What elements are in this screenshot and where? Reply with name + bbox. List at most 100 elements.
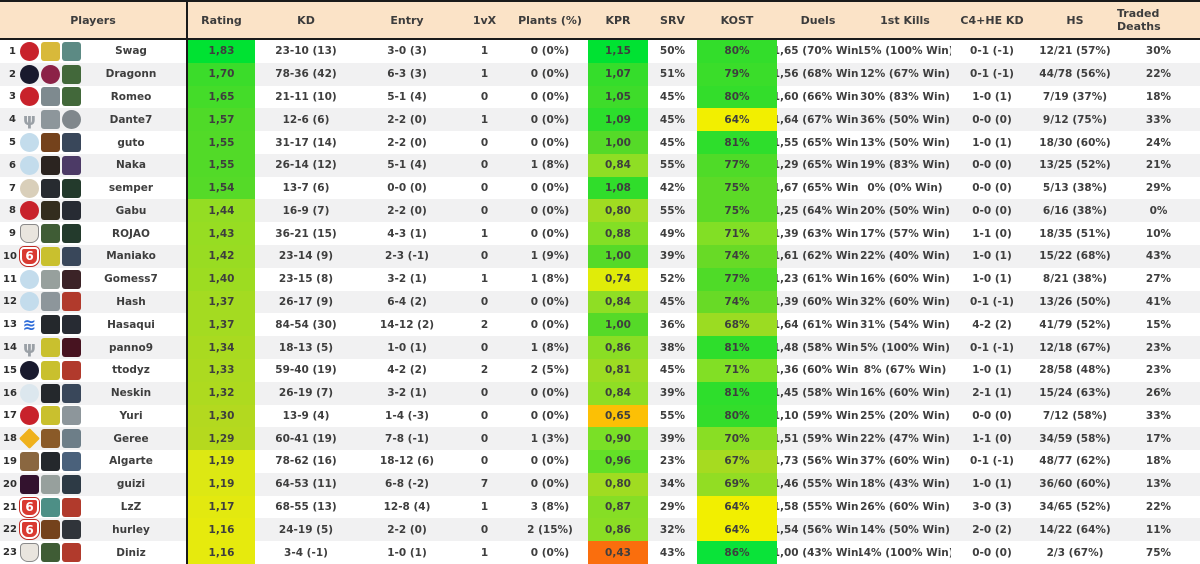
plants-cell: 1 (9%) <box>530 250 570 263</box>
duels-cell: 1,39 (63% Win) <box>777 227 859 240</box>
table-row: 7 semper 1,54 13-7 (6) 0-0 (0) 0 0 (0%) … <box>0 176 1200 200</box>
1vx-cell: 1 <box>480 113 489 126</box>
player-name: Maniako <box>106 250 156 263</box>
operator-icon <box>62 429 81 449</box>
c4he-kd-cell: 0-1 (-1) <box>970 45 1014 58</box>
kpr-cell: 0,86 <box>588 518 648 542</box>
column-header-plants[interactable]: Plants (%) <box>518 13 582 27</box>
entry-cell: 3-2 (1) <box>387 273 427 286</box>
table-row: 20 guizi 1,19 64-53 (11) 6-8 (-2) 7 0 (0… <box>0 472 1200 496</box>
column-header-traded-deaths[interactable]: Traded Deaths <box>1117 7 1161 33</box>
kost-cell: 67% <box>697 450 777 473</box>
rating-cell: 1,43 <box>188 222 255 246</box>
srv-cell: 55% <box>659 409 686 422</box>
srv-cell: 39% <box>659 432 686 445</box>
team-logo-icon <box>20 178 39 198</box>
rating-cell: 1,33 <box>188 358 255 382</box>
c4he-kd-cell: 4-2 (2) <box>972 318 1012 331</box>
column-header-kost[interactable]: KOST <box>720 13 754 27</box>
duels-cell: 1,00 (43% Win) <box>777 546 859 559</box>
traded-deaths-cell: 41% <box>1145 295 1172 308</box>
table-row: 8 Gabu 1,44 16-9 (7) 2-2 (0) 0 0 (0%) 0,… <box>0 199 1200 223</box>
column-header-players[interactable]: Players <box>0 2 188 38</box>
traded-deaths-cell: 30% <box>1145 45 1172 58</box>
entry-cell: 2-2 (0) <box>387 204 427 217</box>
operator-icon <box>41 383 60 403</box>
column-header-duels[interactable]: Duels <box>800 13 836 27</box>
player-icons: 6 <box>20 497 84 517</box>
column-header-entry[interactable]: Entry <box>390 13 424 27</box>
1vx-cell: 7 <box>480 478 489 491</box>
team-logo-icon <box>20 155 39 175</box>
operator-icon <box>62 87 81 107</box>
player-icons: 6 <box>20 520 84 540</box>
entry-cell: 1-4 (-3) <box>385 409 429 422</box>
player-icons <box>20 360 84 380</box>
kpr-cell: 0,74 <box>588 267 648 291</box>
srv-cell: 39% <box>659 250 686 263</box>
kost-cell: 64% <box>697 495 777 519</box>
kd-cell: 18-13 (5) <box>278 341 334 354</box>
team-logo-icon <box>20 41 39 61</box>
operator-icon <box>41 520 60 540</box>
1vx-cell: 1 <box>480 273 489 286</box>
table-row: 10 6 Maniako 1,42 23-14 (9) 2-3 (-1) 0 1… <box>0 245 1200 268</box>
hs-cell: 13/25 (52%) <box>1039 159 1111 172</box>
kd-cell: 68-55 (13) <box>275 501 337 514</box>
kpr-cell: 1,15 <box>588 40 648 63</box>
kost-cell: 81% <box>697 336 777 359</box>
c4he-kd-cell: 0-0 (0) <box>972 546 1012 559</box>
operator-icon <box>62 178 81 198</box>
table-row: 12 Hash 1,37 26-17 (9) 6-4 (2) 0 0 (0%) … <box>0 290 1200 314</box>
duels-cell: 1,46 (55% Win) <box>777 478 859 491</box>
column-header-hs[interactable]: HS <box>1066 13 1084 27</box>
kost-cell: 74% <box>697 290 777 314</box>
plants-cell: 0 (0%) <box>530 113 570 126</box>
hs-cell: 34/65 (52%) <box>1039 501 1111 514</box>
c4he-kd-cell: 0-0 (0) <box>972 409 1012 422</box>
players-cell: 3 Romeo <box>0 85 188 109</box>
traded-deaths-cell: 23% <box>1145 341 1172 354</box>
kpr-cell: 0,84 <box>588 290 648 314</box>
column-header-rating[interactable]: Rating <box>201 13 242 27</box>
column-header-kd[interactable]: KD <box>297 13 315 27</box>
entry-cell: 3-2 (1) <box>387 387 427 400</box>
team-logo-icon <box>20 406 39 426</box>
player-name: LzZ <box>120 501 142 514</box>
first-kills-cell: 16% (60% Win) <box>860 273 950 286</box>
traded-deaths-cell: 75% <box>1145 546 1172 559</box>
rating-cell: 1,54 <box>188 176 255 200</box>
1vx-cell: 0 <box>480 204 489 217</box>
column-header-c4he-kd[interactable]: C4+HE KD <box>960 13 1024 27</box>
team-logo-icon <box>20 451 39 471</box>
kpr-cell: 0,90 <box>588 427 648 451</box>
operator-icon <box>41 360 60 380</box>
plants-cell: 0 (0%) <box>530 478 570 491</box>
player-icons <box>20 474 84 494</box>
kd-cell: 26-14 (12) <box>275 159 337 172</box>
plants-cell: 0 (0%) <box>530 318 570 331</box>
team-logo-icon <box>20 383 39 403</box>
table-row: 19 Algarte 1,19 78-62 (16) 18-12 (6) 0 0… <box>0 450 1200 473</box>
rating-cell: 1,83 <box>188 40 255 63</box>
player-name: Hash <box>116 295 146 308</box>
kost-cell: 69% <box>697 472 777 496</box>
column-header-srv[interactable]: SRV <box>660 13 685 27</box>
table-body: 1 Swag 1,83 23-10 (13) 3-0 (3) 1 0 (0%) … <box>0 40 1200 564</box>
srv-cell: 39% <box>659 387 686 400</box>
operator-icon <box>41 543 60 563</box>
table-row: 11 Gomess7 1,40 23-15 (8) 3-2 (1) 1 1 (8… <box>0 267 1200 291</box>
player-name: Algarte <box>109 455 153 468</box>
plants-cell: 0 (0%) <box>530 45 570 58</box>
column-header-kpr[interactable]: KPR <box>605 13 631 27</box>
rank-number: 9 <box>9 228 16 240</box>
1vx-cell: 1 <box>480 68 489 81</box>
c4he-kd-cell: 0-0 (0) <box>972 113 1012 126</box>
column-header-1vx[interactable]: 1vX <box>472 13 497 27</box>
player-icons: 6 <box>20 246 84 266</box>
kost-cell: 77% <box>697 267 777 291</box>
traded-deaths-cell: 11% <box>1145 523 1172 536</box>
entry-cell: 3-0 (3) <box>387 45 427 58</box>
traded-deaths-cell: 10% <box>1145 227 1172 240</box>
column-header-first-kills[interactable]: 1st Kills <box>880 13 930 27</box>
